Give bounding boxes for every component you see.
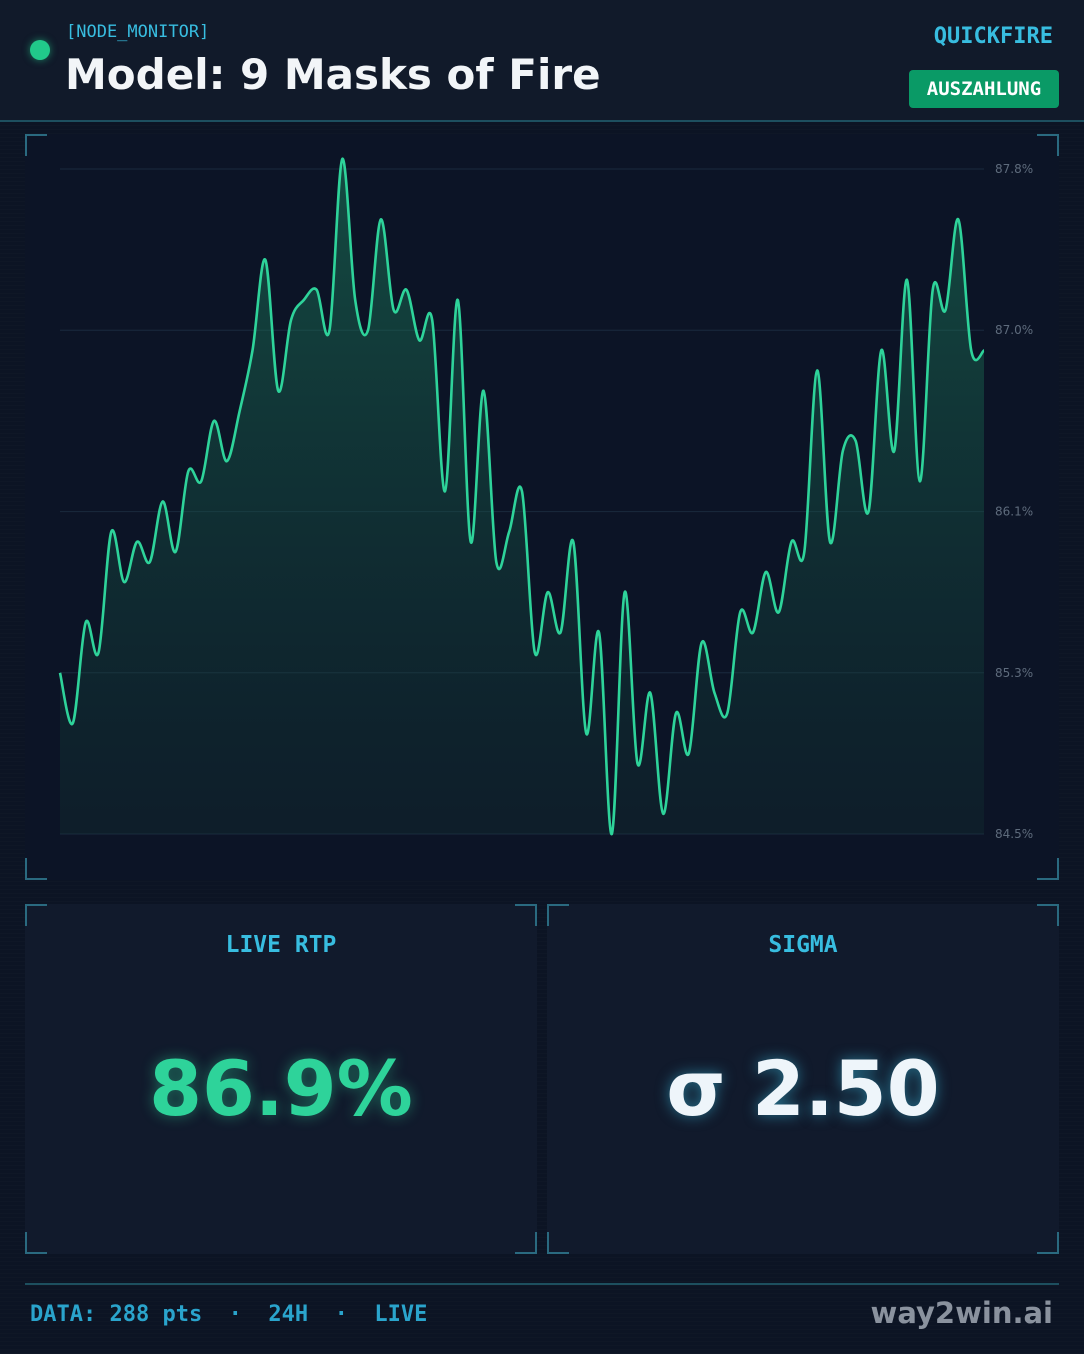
- sigma-value: σ 2.50: [666, 1044, 940, 1133]
- data-info-text: DATA: 288 pts · 24H · LIVE: [30, 1302, 428, 1327]
- page-title: Model: 9 Masks of Fire: [65, 50, 601, 99]
- corner-bracket: [1037, 904, 1059, 926]
- corner-bracket: [1037, 858, 1059, 880]
- corner-bracket: [25, 858, 47, 880]
- live-status-dot: [30, 40, 50, 60]
- y-tick-label: 87.0%: [995, 323, 1033, 337]
- provider-label: QUICKFIRE: [933, 24, 1053, 49]
- corner-bracket: [515, 1232, 537, 1254]
- live-rtp-label: LIVE RTP: [225, 932, 337, 958]
- sigma-card: SIGMA σ 2.50: [547, 904, 1059, 1254]
- node-monitor-label: [NODE_MONITOR]: [66, 22, 210, 42]
- corner-bracket: [1037, 1232, 1059, 1254]
- corner-bracket: [547, 904, 569, 926]
- corner-bracket: [515, 904, 537, 926]
- footer-divider: [25, 1283, 1059, 1285]
- y-tick-label: 85.3%: [995, 666, 1033, 680]
- y-tick-label: 87.8%: [995, 162, 1033, 176]
- payout-button[interactable]: AUSZAHLUNG: [909, 70, 1059, 108]
- header-bar: [NODE_MONITOR] Model: 9 Masks of Fire QU…: [0, 0, 1084, 122]
- y-tick-label: 86.1%: [995, 505, 1033, 519]
- live-rtp-value: 86.9%: [149, 1044, 413, 1133]
- corner-bracket: [25, 1232, 47, 1254]
- sigma-label: SIGMA: [768, 932, 838, 958]
- brand-logo-text: way2win.ai: [870, 1296, 1053, 1330]
- rtp-chart-panel: 87.8% 87.0% 86.1% 85.3% 84.5%: [25, 134, 1059, 880]
- series-line: [58, 157, 986, 836]
- corner-bracket: [25, 904, 47, 926]
- corner-bracket: [547, 1232, 569, 1254]
- y-tick-label: 84.5%: [995, 827, 1033, 841]
- live-rtp-card: LIVE RTP 86.9%: [25, 904, 537, 1254]
- corner-bracket: [1037, 134, 1059, 156]
- rtp-line-chart: 87.8% 87.0% 86.1% 85.3% 84.5%: [58, 157, 1033, 841]
- corner-bracket: [25, 134, 47, 156]
